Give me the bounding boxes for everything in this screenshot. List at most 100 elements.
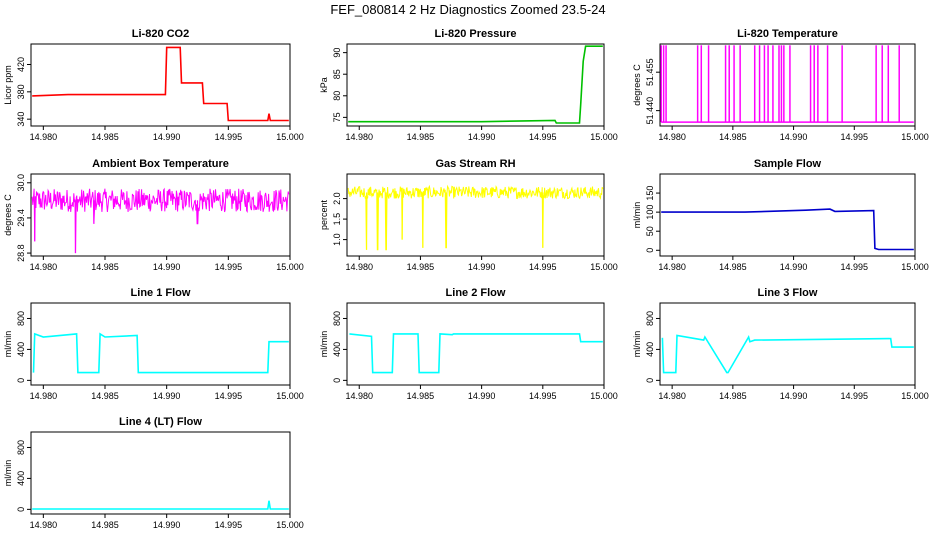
x-tick-label: 14.985 bbox=[719, 262, 747, 272]
x-tick-label: 14.990 bbox=[153, 262, 181, 272]
x-tick-label: 15.000 bbox=[590, 391, 618, 401]
y-tick-label: 800 bbox=[16, 440, 26, 455]
x-tick-label: 14.995 bbox=[841, 391, 869, 401]
y-tick-label: 400 bbox=[16, 342, 26, 357]
y-tick-label: 800 bbox=[16, 311, 26, 326]
x-tick-label: 14.985 bbox=[91, 520, 119, 530]
x-tick-label: 15.000 bbox=[276, 262, 304, 272]
x-tick-label: 14.990 bbox=[780, 262, 808, 272]
y-tick-label: 2.0 bbox=[332, 192, 342, 205]
x-tick-label: 15.000 bbox=[901, 391, 929, 401]
x-tick-label: 14.980 bbox=[30, 391, 58, 401]
y-tick-label: 400 bbox=[332, 342, 342, 357]
y-tick-label: 0 bbox=[16, 507, 26, 512]
x-tick-label: 14.980 bbox=[658, 391, 686, 401]
x-tick-label: 14.985 bbox=[91, 391, 119, 401]
x-tick-label: 14.985 bbox=[407, 262, 435, 272]
y-tick-label: 51.440 bbox=[645, 97, 655, 125]
plot-area bbox=[661, 334, 914, 374]
plot-frame bbox=[659, 302, 916, 386]
x-tick-label: 15.000 bbox=[901, 262, 929, 272]
plot-frame bbox=[346, 302, 605, 386]
y-axis-label: ml/min bbox=[632, 202, 642, 229]
x-tick-label: 15.000 bbox=[276, 520, 304, 530]
plot-area bbox=[32, 500, 289, 510]
x-tick-label: 15.000 bbox=[276, 391, 304, 401]
plot-frame bbox=[659, 173, 916, 257]
y-tick-label: 150 bbox=[645, 186, 655, 201]
x-tick-label: 14.995 bbox=[215, 262, 243, 272]
series-line-0 bbox=[32, 332, 289, 374]
y-tick-label: 380 bbox=[16, 84, 26, 99]
x-tick-label: 15.000 bbox=[590, 262, 618, 272]
x-tick-label: 14.990 bbox=[153, 132, 181, 142]
chart-title: Li-820 CO2 bbox=[132, 28, 189, 40]
x-tick-label: 14.995 bbox=[841, 132, 869, 142]
y-tick-label: 800 bbox=[645, 311, 655, 326]
y-tick-label: 0 bbox=[16, 378, 26, 383]
chart-rh: Gas Stream RH 14.980 14.985 14.990 14.995 15.… bbox=[319, 158, 618, 272]
chart-title: Line 1 Flow bbox=[131, 287, 191, 299]
y-axis-label: ml/min bbox=[3, 331, 13, 358]
y-tick-label: 75 bbox=[332, 112, 342, 122]
x-tick-label: 14.980 bbox=[658, 132, 686, 142]
chart-title: Li-820 Pressure bbox=[435, 28, 517, 40]
y-tick-label: 400 bbox=[16, 471, 26, 486]
plot-frame bbox=[30, 173, 291, 257]
chart-title: Line 3 Flow bbox=[758, 287, 818, 299]
plot-frame bbox=[30, 302, 291, 386]
x-tick-label: 14.995 bbox=[529, 132, 557, 142]
plot-frame bbox=[346, 43, 605, 127]
x-tick-label: 14.990 bbox=[468, 132, 496, 142]
x-tick-label: 14.990 bbox=[468, 262, 496, 272]
y-tick-label: 90 bbox=[332, 48, 342, 58]
x-tick-label: 14.980 bbox=[30, 132, 58, 142]
x-tick-label: 14.985 bbox=[407, 391, 435, 401]
y-tick-label: 800 bbox=[332, 311, 342, 326]
page-title: FEF_080814 2 Hz Diagnostics Zoomed 23.5-… bbox=[330, 2, 606, 17]
chart-line2: Line 2 Flow 14.980 14.985 14.990 14.995 15.00… bbox=[319, 287, 618, 401]
y-tick-label: 1.5 bbox=[332, 213, 342, 226]
noise-series bbox=[31, 187, 290, 254]
x-tick-label: 14.980 bbox=[30, 262, 58, 272]
y-tick-label: 85 bbox=[332, 69, 342, 79]
series-line-0 bbox=[661, 208, 914, 251]
y-tick-label: 400 bbox=[645, 342, 655, 357]
chart-title: Line 4 (LT) Flow bbox=[119, 416, 202, 428]
plot-area bbox=[31, 187, 290, 254]
noise-series bbox=[347, 184, 604, 251]
plot-area bbox=[661, 208, 914, 251]
chart-line1: Line 1 Flow 14.980 14.985 14.990 14.995 15.00… bbox=[3, 287, 304, 401]
x-tick-label: 15.000 bbox=[901, 132, 929, 142]
x-tick-label: 14.990 bbox=[153, 391, 181, 401]
x-tick-label: 14.980 bbox=[345, 132, 373, 142]
series-line-0 bbox=[32, 500, 289, 510]
plot-area bbox=[660, 45, 914, 123]
chart-sample: Sample Flow 14.980 14.985 14.990 14.995 15.00… bbox=[632, 158, 929, 272]
x-tick-label: 14.995 bbox=[841, 262, 869, 272]
plot-frame bbox=[30, 43, 291, 127]
x-tick-label: 14.985 bbox=[91, 262, 119, 272]
x-tick-label: 14.990 bbox=[153, 520, 181, 530]
y-tick-label: 30.0 bbox=[16, 174, 26, 192]
plot-frame bbox=[659, 43, 916, 127]
x-tick-label: 15.000 bbox=[590, 132, 618, 142]
y-tick-label: 420 bbox=[16, 57, 26, 72]
plot-area bbox=[32, 332, 289, 374]
chart-line4: Line 4 (LT) Flow 14.980 14.985 14.990 14.995… bbox=[3, 416, 304, 530]
y-tick-label: 50 bbox=[645, 226, 655, 236]
x-tick-label: 14.995 bbox=[215, 132, 243, 142]
y-axis-label: degrees C bbox=[632, 64, 642, 106]
chart-title: Gas Stream RH bbox=[435, 158, 515, 170]
y-tick-label: 1.0 bbox=[332, 233, 342, 246]
y-axis-label: ml/min bbox=[632, 331, 642, 358]
y-tick-label: 51.455 bbox=[645, 58, 655, 86]
series-line-0 bbox=[349, 333, 603, 374]
y-tick-label: 28.8 bbox=[16, 244, 26, 262]
y-tick-label: 0 bbox=[645, 248, 655, 253]
plot-area bbox=[32, 46, 289, 122]
y-tick-label: 80 bbox=[332, 91, 342, 101]
plot-area bbox=[348, 45, 603, 124]
x-tick-label: 14.995 bbox=[529, 262, 557, 272]
chart-title: Sample Flow bbox=[754, 158, 822, 170]
